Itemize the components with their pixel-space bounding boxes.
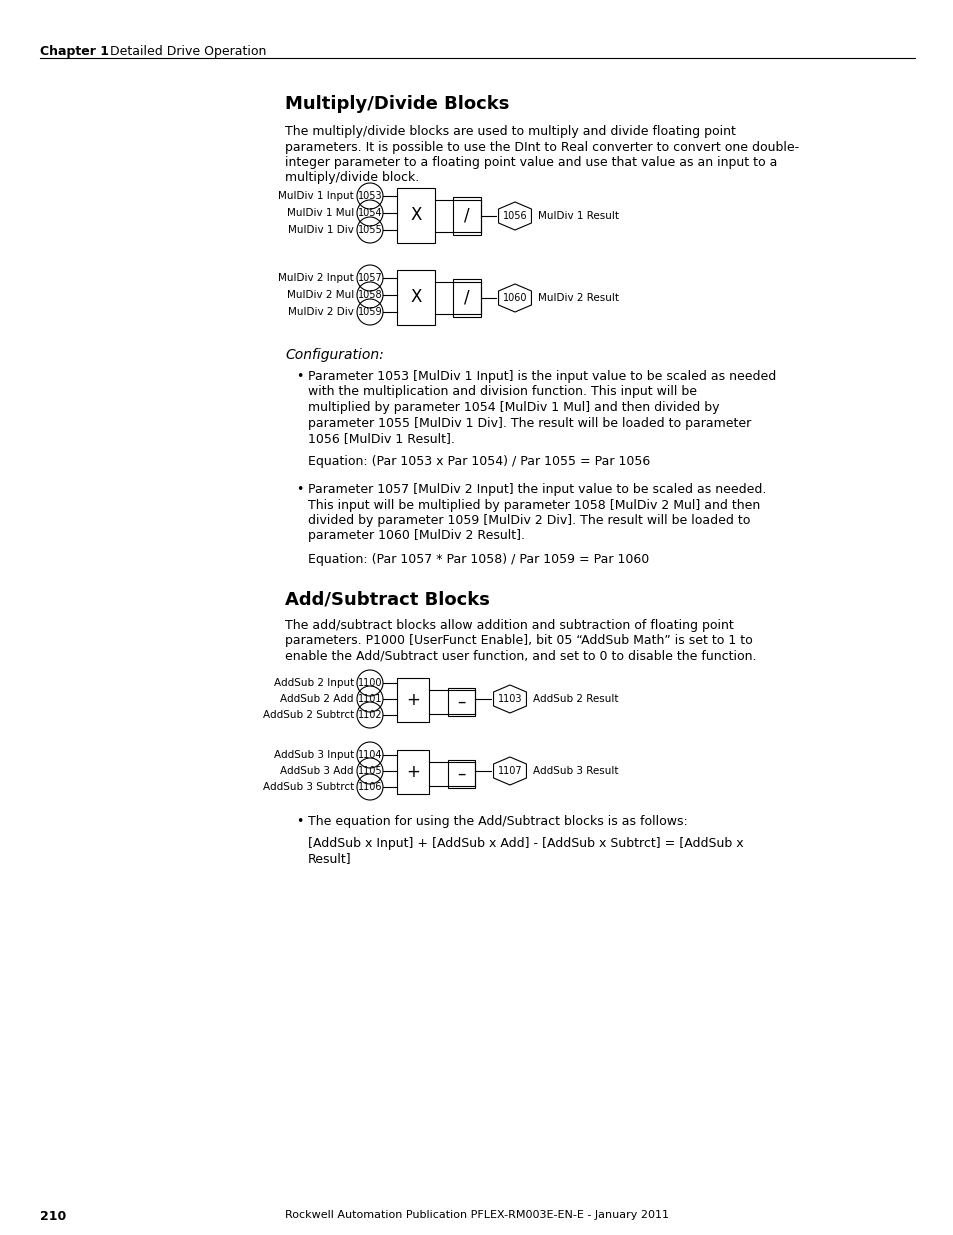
Text: 1060: 1060 [502,293,527,303]
Bar [396,678,429,722]
Text: AddSub 2 Result: AddSub 2 Result [533,694,618,704]
Text: 1103: 1103 [497,694,521,704]
Text: The equation for using the Add/Subtract blocks is as follows:: The equation for using the Add/Subtract … [308,815,687,827]
Text: AddSub 2 Add: AddSub 2 Add [280,694,354,704]
Text: multiply/divide block.: multiply/divide block. [285,172,418,184]
Text: parameter 1055 [MulDiv 1 Div]. The result will be loaded to parameter: parameter 1055 [MulDiv 1 Div]. The resul… [308,416,750,430]
Text: enable the Add/Subtract user function, and set to 0 to disable the function.: enable the Add/Subtract user function, a… [285,650,756,662]
Text: 1056 [MulDiv 1 Result].: 1056 [MulDiv 1 Result]. [308,432,455,445]
Text: 1056: 1056 [502,211,527,221]
Text: AddSub 3 Result: AddSub 3 Result [533,766,618,776]
Text: MulDiv 1 Mul: MulDiv 1 Mul [287,207,354,219]
Text: AddSub 2 Input: AddSub 2 Input [274,678,354,688]
Text: MulDiv 1 Div: MulDiv 1 Div [288,225,354,235]
Bar [396,750,429,794]
Text: MulDiv 1 Input: MulDiv 1 Input [278,191,354,201]
Bar [448,760,475,788]
Text: –: – [456,693,465,711]
Text: 1104: 1104 [357,750,382,760]
Text: Add/Subtract Blocks: Add/Subtract Blocks [285,590,489,609]
Text: AddSub 3 Add: AddSub 3 Add [280,766,354,776]
Bar [453,279,480,317]
Text: Multiply/Divide Blocks: Multiply/Divide Blocks [285,95,509,112]
Text: Result]: Result] [308,852,352,864]
Text: Configuration:: Configuration: [285,348,383,362]
Text: parameters. P1000 [UserFunct Enable], bit 05 “AddSub Math” is set to 1 to: parameters. P1000 [UserFunct Enable], bi… [285,634,752,647]
Text: 1059: 1059 [357,308,382,317]
Text: The multiply/divide blocks are used to multiply and divide floating point: The multiply/divide blocks are used to m… [285,125,735,138]
Text: with the multiplication and division function. This input will be: with the multiplication and division fun… [308,385,697,399]
Text: X: X [410,206,421,225]
Text: This input will be multiplied by parameter 1058 [MulDiv 2 Mul] and then: This input will be multiplied by paramet… [308,499,760,511]
Text: •: • [295,483,303,496]
Text: MulDiv 2 Result: MulDiv 2 Result [537,293,618,303]
Text: MulDiv 2 Input: MulDiv 2 Input [278,273,354,283]
Text: 1057: 1057 [357,273,382,283]
Text: Equation: (Par 1053 x Par 1054) / Par 1055 = Par 1056: Equation: (Par 1053 x Par 1054) / Par 10… [308,456,650,468]
Text: multiplied by parameter 1054 [MulDiv 1 Mul] and then divided by: multiplied by parameter 1054 [MulDiv 1 M… [308,401,719,414]
Text: Parameter 1057 [MulDiv 2 Input] the input value to be scaled as needed.: Parameter 1057 [MulDiv 2 Input] the inpu… [308,483,765,496]
Text: 210: 210 [40,1210,66,1223]
Text: Equation: (Par 1057 * Par 1058) / Par 1059 = Par 1060: Equation: (Par 1057 * Par 1058) / Par 10… [308,553,649,566]
Text: AddSub 3 Subtrct: AddSub 3 Subtrct [262,782,354,792]
Text: MulDiv 1 Result: MulDiv 1 Result [537,211,618,221]
Text: 1055: 1055 [357,225,382,235]
Bar [396,188,435,243]
Text: MulDiv 2 Div: MulDiv 2 Div [288,308,354,317]
Text: The add/subtract blocks allow addition and subtraction of floating point: The add/subtract blocks allow addition a… [285,619,733,631]
Text: Chapter 1: Chapter 1 [40,44,109,58]
Text: 1105: 1105 [357,766,382,776]
Text: integer parameter to a floating point value and use that value as an input to a: integer parameter to a floating point va… [285,156,777,169]
Text: •: • [295,370,303,383]
Text: /: / [464,289,469,308]
Text: •: • [295,815,303,827]
Text: [AddSub x Input] + [AddSub x Add] - [AddSub x Subtrct] = [AddSub x: [AddSub x Input] + [AddSub x Add] - [Add… [308,836,742,850]
Bar [453,198,480,235]
Text: divided by parameter 1059 [MulDiv 2 Div]. The result will be loaded to: divided by parameter 1059 [MulDiv 2 Div]… [308,514,750,527]
Text: +: + [406,763,419,781]
Text: Parameter 1053 [MulDiv 1 Input] is the input value to be scaled as needed: Parameter 1053 [MulDiv 1 Input] is the i… [308,370,776,383]
Text: 1106: 1106 [357,782,382,792]
Text: parameter 1060 [MulDiv 2 Result].: parameter 1060 [MulDiv 2 Result]. [308,530,524,542]
Text: 1100: 1100 [357,678,382,688]
Text: 1102: 1102 [357,710,382,720]
Text: Rockwell Automation Publication PFLEX-RM003E-EN-E - January 2011: Rockwell Automation Publication PFLEX-RM… [285,1210,668,1220]
Bar [396,270,435,325]
Text: X: X [410,289,421,306]
Text: AddSub 3 Input: AddSub 3 Input [274,750,354,760]
Text: 1058: 1058 [357,290,382,300]
Text: 1054: 1054 [357,207,382,219]
Text: parameters. It is possible to use the DInt to Real converter to convert one doub: parameters. It is possible to use the DI… [285,141,799,153]
Text: MulDiv 2 Mul: MulDiv 2 Mul [287,290,354,300]
Text: +: + [406,692,419,709]
Text: 1101: 1101 [357,694,382,704]
Text: Detailed Drive Operation: Detailed Drive Operation [110,44,266,58]
Text: 1107: 1107 [497,766,521,776]
Text: /: / [464,207,469,225]
Text: AddSub 2 Subtrct: AddSub 2 Subtrct [262,710,354,720]
Text: 1053: 1053 [357,191,382,201]
Bar [448,688,475,716]
Text: –: – [456,764,465,783]
